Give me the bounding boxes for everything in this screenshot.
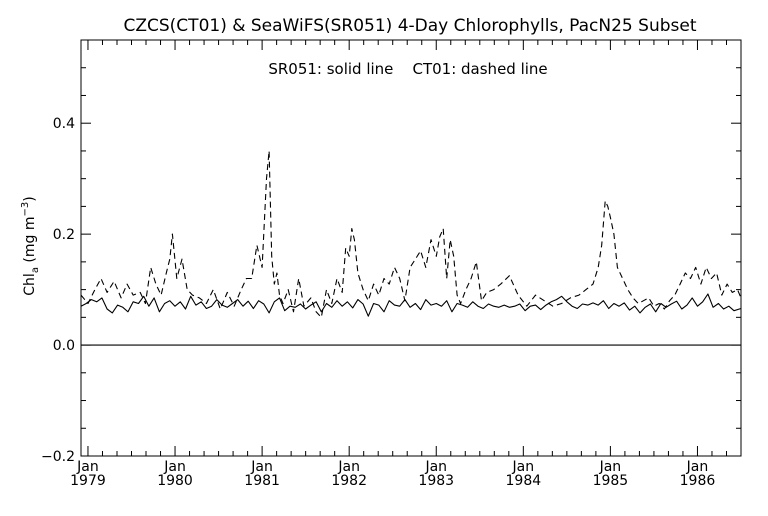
- x-tick-label-year: 1984: [506, 473, 542, 489]
- y-tick-label: −0.2: [41, 449, 75, 465]
- y-axis-label: Chla (mg m−3): [20, 196, 41, 295]
- y-axis-label-main: Chl: [22, 273, 38, 296]
- x-tick-label-year: 1979: [70, 473, 106, 489]
- x-tick-label-month: Jan: [76, 459, 99, 475]
- x-tick-label-year: 1986: [680, 473, 716, 489]
- x-tick-label-month: Jan: [599, 459, 622, 475]
- legend-annotation: SR051: solid line CT01: dashed line: [268, 60, 547, 78]
- x-tick-label-month: Jan: [250, 459, 273, 475]
- x-tick-label-month: Jan: [512, 459, 535, 475]
- plot-area: −0.20.00.20.4Jan1979Jan1980Jan1981Jan198…: [41, 39, 742, 489]
- x-tick-label-year: 1983: [418, 473, 454, 489]
- y-axis-label-units: (mg m: [22, 217, 38, 268]
- y-axis-label-units-superscript: −3: [20, 202, 31, 217]
- y-tick-label: 0.2: [53, 227, 75, 243]
- series-line-ct01: [80, 150, 742, 318]
- y-axis-label-units-close: ): [22, 196, 38, 201]
- y-tick-label: 0.4: [53, 116, 75, 132]
- x-tick-label-year: 1985: [593, 473, 629, 489]
- x-tick-label-month: Jan: [424, 459, 447, 475]
- x-tick-label-month: Jan: [163, 459, 186, 475]
- x-tick-label-year: 1982: [331, 473, 367, 489]
- series-line-sr051: [80, 293, 742, 317]
- y-tick-label: 0.0: [53, 338, 75, 354]
- y-axis-label-subscript: a: [30, 267, 41, 273]
- chart-title: CZCS(CT01) & SeaWiFS(SR051) 4-Day Chloro…: [124, 16, 697, 36]
- x-tick-label-year: 1981: [244, 473, 280, 489]
- x-tick-label-month: Jan: [686, 459, 709, 475]
- x-tick-label-year: 1980: [157, 473, 193, 489]
- plot-frame: [80, 39, 742, 457]
- x-tick-label-month: Jan: [337, 459, 360, 475]
